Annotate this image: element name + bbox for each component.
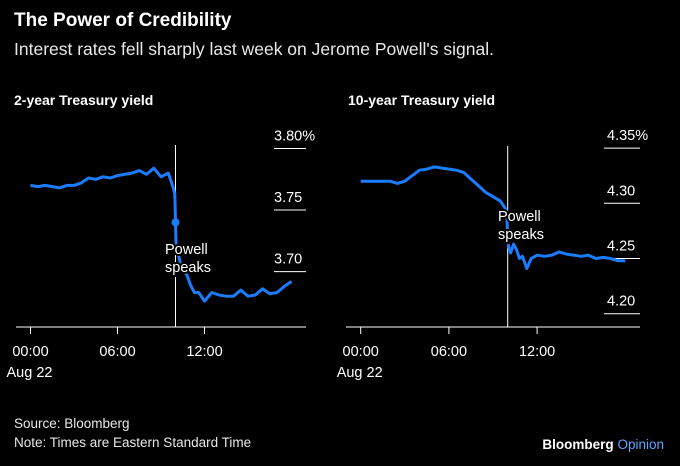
y-tick-label: 3.80% [274,128,315,144]
annotation-label-line2: speaks [498,227,544,243]
x-tick-label: 06:00 [99,344,135,360]
x-tick-label: 06:00 [431,344,467,360]
x-tick-label: 12:00 [519,344,555,360]
x-tick-label: 00:00 [12,344,48,360]
yield-series-line [30,166,293,303]
brand-logo: Bloomberg Opinion [542,437,664,452]
powell-marker-point [503,232,512,241]
annotation-label-line1: Powell [498,209,541,225]
brand-name: Bloomberg [542,437,614,452]
annotation-label-line1: Powell [165,242,208,258]
y-tick-label: 4.35% [607,128,648,144]
x-tick-label: 12:00 [186,344,222,360]
x-sublabel: Aug 22 [7,365,53,381]
annotation-label-line2: speaks [165,260,211,276]
brand-suffix: Opinion [617,437,664,452]
yield-series-line [360,165,626,270]
y-tick-label: 3.75 [274,190,302,206]
y-tick-label: 4.25 [607,239,635,255]
chart-title: The Power of Credibility [14,10,232,31]
chart-subtitle: Interest rates fell sharply last week on… [14,39,494,59]
panel-title-2y: 2-year Treasury yield [14,92,154,108]
y-tick-label: 3.70 [274,252,302,268]
timezone-note: Note: Times are Eastern Standard Time [14,435,252,450]
x-tick-label: 00:00 [343,344,379,360]
y-tick-label: 4.20 [607,294,635,310]
y-tick-label: 4.30 [607,183,635,199]
source-note: Source: Bloomberg [14,416,130,431]
powell-marker-point [171,218,180,227]
panel-title-10y: 10-year Treasury yield [348,92,496,108]
x-sublabel: Aug 22 [337,365,383,381]
